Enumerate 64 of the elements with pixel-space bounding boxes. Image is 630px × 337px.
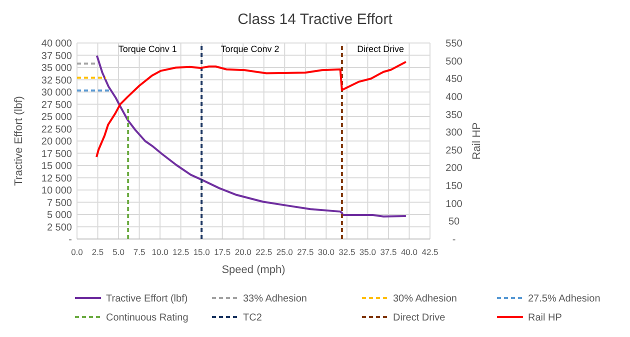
legend-label: Tractive Effort (lbf) [106,294,188,304]
y2-tick-label: 300 [446,128,463,139]
x-tick-label: 10.0 [152,247,169,257]
x-tick-label: 37.5 [380,247,398,257]
y2-axis-title: Rail HP [471,122,483,160]
y-tick-label: 25 000 [41,112,72,123]
y-tick-label: 12 500 [41,173,72,184]
y2-tick-label: 450 [446,74,463,86]
annotation: Torque Conv 1 [118,44,177,54]
y-tick-label: 7 500 [46,198,72,209]
annotation: Direct Drive [357,44,404,54]
line-series [96,60,407,158]
x-tick-label: 25.0 [276,247,294,257]
y2-tick-label: 200 [446,163,463,174]
line-series [96,54,407,218]
y-tick-label: 2 500 [46,222,72,234]
y-tick-label: 10 000 [41,186,72,196]
y-tick-label: 30 000 [41,88,72,98]
y-tick-label: 20 000 [41,136,72,148]
y-tick-label: 22 500 [41,124,72,136]
x-tick-label: 32.5 [338,247,356,257]
y-tick-label: 5 000 [46,210,72,221]
y2-tick-label: 350 [446,110,463,121]
x-tick-label: 15.0 [193,247,210,257]
y2-tick-label: - [452,234,456,246]
x-tick-label: 12.5 [172,247,190,257]
y2-tick-label: 150 [446,181,463,192]
y-tick-label: 35 000 [41,63,72,74]
y-tick-label: 27 500 [41,100,72,111]
x-tick-label: 7.5 [133,247,146,257]
y2-tick-label: 400 [446,92,463,103]
y-tick-label: 15 000 [41,161,72,172]
x-tick-label: 5.0 [112,247,125,257]
chart-title: Class 14 Tractive Effort [238,11,394,28]
legend-label: 27.5% Adhesion [528,294,600,304]
y2-tick-label: 100 [446,198,463,210]
y2-tick-label: 500 [446,56,463,68]
y-tick-label: 17 500 [41,148,72,160]
y2-tick-label: 50 [448,216,460,228]
legend-label: 30% Adhesion [393,294,457,304]
x-tick-label: 35.0 [359,247,376,257]
x-tick-label: 20.0 [234,247,252,257]
x-axis-title: Speed (mph) [222,264,286,276]
legend-label: Direct Drive [393,312,446,324]
x-tick-label: 22.5 [256,247,272,257]
x-tick-label: 30.0 [318,247,335,257]
x-tick-label: 42.5 [422,247,439,257]
legend-label: Continuous Rating [106,312,188,324]
y-tick-label: 40 000 [41,38,72,50]
legend-label: Rail HP [528,312,562,324]
legend-label: TC2 [243,312,262,324]
x-tick-label: 17.5 [214,247,231,257]
annotation: Torque Conv 2 [220,44,280,54]
y-tick-label: - [68,234,72,246]
y-tick-label: 37 500 [41,50,72,62]
x-tick-label: 0.0 [71,247,84,257]
x-tick-label: 40.0 [400,247,418,257]
y-axis-title: Tractive Effort (lbf) [13,96,25,186]
y2-tick-label: 550 [446,38,463,50]
y2-tick-label: 250 [446,145,463,156]
legend-label: 33% Adhesion [243,294,307,304]
x-tick-label: 27.5 [297,247,314,257]
y-tick-label: 32 500 [41,75,72,86]
x-tick-label: 2.5 [92,247,104,257]
